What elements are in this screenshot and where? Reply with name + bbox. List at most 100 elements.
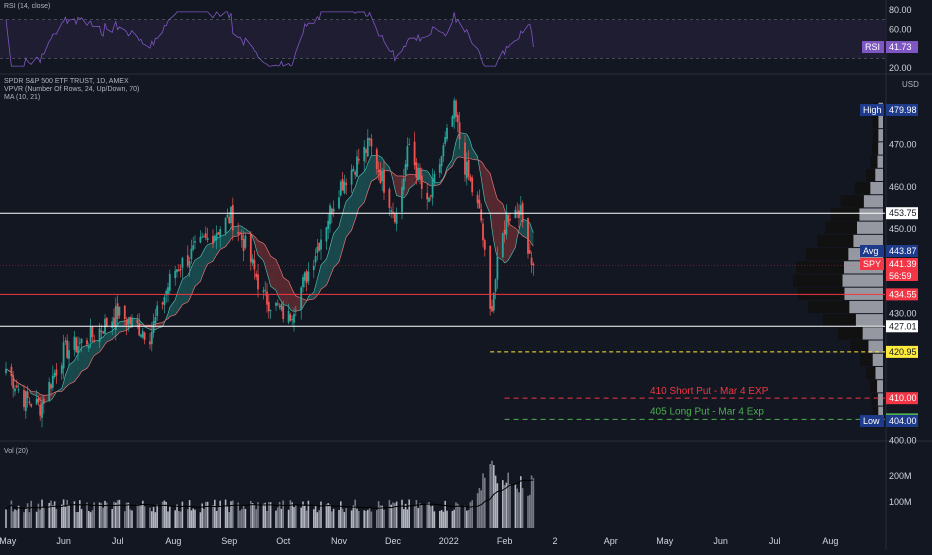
volume-bar (102, 507, 104, 528)
volume-bar (205, 501, 207, 528)
volume-bar (169, 506, 171, 528)
candle-body (314, 256, 317, 263)
ma-band-fill (267, 248, 269, 279)
candle-body (188, 260, 191, 268)
candle-body (320, 239, 322, 250)
candle-body (519, 205, 522, 216)
ma-band-fill (213, 240, 215, 262)
candle-body (429, 195, 432, 197)
candle-body (507, 214, 510, 223)
volume-bar (219, 500, 221, 528)
candle-body (224, 217, 227, 234)
candle-body (528, 250, 531, 254)
volume-bar (138, 505, 140, 528)
volume-bar (190, 510, 193, 528)
ma-band-fill (189, 267, 192, 300)
candle-body (518, 210, 520, 219)
volume-bar (325, 504, 328, 528)
volume-label[interactable]: Vol (20) (4, 448, 29, 455)
volume-bar (507, 472, 509, 528)
candle-body (356, 156, 358, 177)
ma-band-fill (178, 284, 181, 310)
volume-bar (176, 504, 178, 528)
vpvr-label[interactable]: VPVR (Number Of Rows, 24, Up/Down, 70) (4, 86, 140, 93)
vpvr-row-up (844, 287, 883, 300)
volume-bar (16, 510, 18, 528)
candle-body (219, 229, 222, 238)
ma-band-fill (330, 239, 332, 277)
volume-bar (404, 503, 407, 528)
volume-bar (41, 499, 43, 528)
volume-bar (305, 510, 308, 528)
volume-bar (318, 510, 320, 528)
last-tag-label: SPY (863, 259, 881, 269)
volume-bar (390, 504, 392, 528)
candle-body (345, 182, 348, 186)
avg-tag-value-bg (886, 245, 918, 257)
candle-body (530, 257, 533, 265)
volume-bar (332, 508, 335, 528)
volume-bar (48, 502, 50, 528)
volume-bar (17, 505, 20, 528)
candle-body (275, 302, 277, 306)
ma-band-fill (333, 226, 339, 268)
ma-label[interactable]: MA (10, 21) (4, 94, 41, 101)
vpvr-row-down (866, 366, 876, 380)
rsi-label[interactable]: RSI (14, close) (4, 3, 51, 10)
volume-bar (478, 487, 481, 528)
volume-bar (23, 512, 25, 528)
volume-bar (484, 477, 486, 528)
candle-body (93, 339, 96, 341)
candle-body (37, 398, 40, 403)
candle-body (116, 303, 119, 320)
volume-bar (442, 511, 445, 528)
volume-bar (316, 512, 319, 528)
volume-bar (5, 509, 7, 528)
candle-body (257, 274, 259, 290)
volume-bar (471, 500, 473, 528)
time-axis-label: Feb (497, 536, 513, 546)
volume-bar (338, 510, 340, 528)
candle-body (262, 290, 265, 292)
rsi-tick-label: 20.00 (889, 63, 912, 73)
volume-bar (124, 511, 126, 528)
ma-band-fill (355, 181, 357, 220)
volume-bar (352, 505, 355, 528)
candle-body (312, 265, 315, 271)
ma-band-fill (31, 391, 37, 396)
vpvr-row-down (865, 168, 876, 181)
ma-band-fill (339, 219, 341, 262)
ma-band-fill (117, 321, 120, 335)
volume-bar (341, 508, 344, 528)
candle-body (415, 162, 418, 178)
last-tag-value: 441.39 (889, 259, 917, 269)
candle-body (100, 330, 103, 332)
volume-bar (116, 500, 119, 528)
candle-body (41, 402, 43, 418)
candle-body (375, 149, 378, 170)
volume-bar (239, 510, 241, 528)
candle-body (325, 227, 328, 242)
candle-body (206, 237, 209, 240)
volume-bar (280, 508, 283, 528)
volume-bar (12, 511, 14, 528)
time-axis-label: May (656, 536, 674, 546)
vpvr-row-up (849, 300, 883, 314)
low-tag-value-bg (886, 415, 918, 427)
candle-body (516, 211, 519, 214)
candle-body (165, 290, 168, 296)
volume-bar (199, 512, 202, 528)
ma-band-fill (38, 392, 41, 400)
symbol-label[interactable]: SPDR S&P 500 ETF TRUST, 1D, AMEX (4, 78, 129, 85)
volume-bar (518, 492, 520, 528)
volume-bar (230, 501, 232, 528)
volume-bar (242, 505, 245, 528)
ma-band-fill (229, 227, 231, 242)
volume-bar (493, 465, 495, 528)
candle-body (152, 321, 155, 333)
candle-body (244, 235, 247, 248)
ma-band-fill (447, 159, 453, 171)
candle-body (73, 336, 76, 350)
